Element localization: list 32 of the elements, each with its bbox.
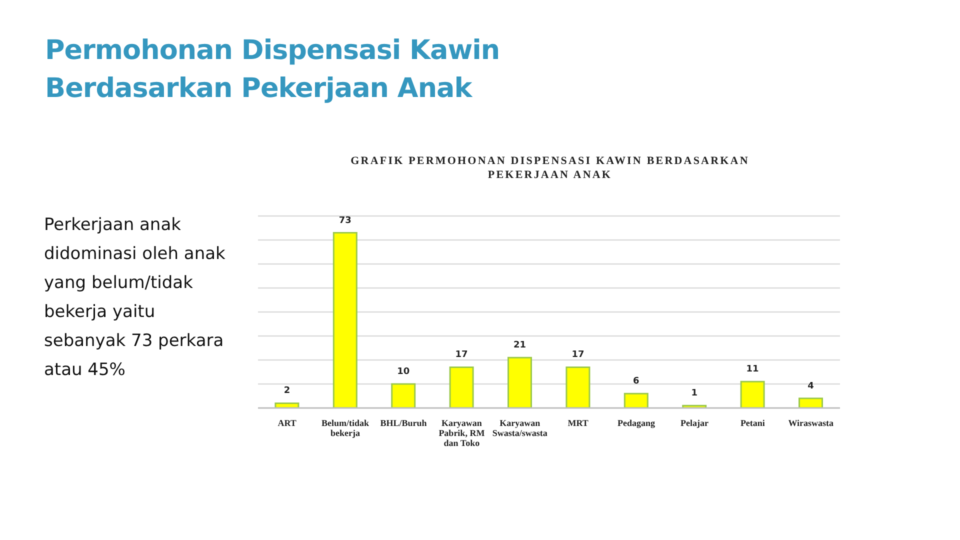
data-label: 21 [513,340,526,351]
data-label: 11 [746,364,759,375]
x-tick-label: Petani [740,418,766,428]
x-tick-label: Karyawan Pabrik, RM dan Toko [438,418,486,448]
bar [624,392,648,408]
data-label: 17 [572,350,584,360]
text: Perkerjaan anak didominasi oleh anak yang belum/tidak bekerja yaitu sebanyak 73 perkara atau 45% [44,214,226,382]
x-tick-label: Pelajar [680,418,708,428]
bar [332,232,358,408]
x-tick-label: ART [278,418,296,428]
data-label: 4 [808,381,814,392]
x-tick-label: Belum/tidak bekerja [322,418,370,438]
bar [391,383,416,408]
bar [740,380,765,408]
x-tick-label: MRT [568,418,588,428]
data-label: 17 [455,350,468,360]
x-tick-label: Karyawan Swasta/swasta [492,418,548,438]
bar [566,366,590,408]
x-tick-label: BHL/Buruh [380,418,427,428]
data-label: 6 [633,376,640,387]
data-label: 1 [691,388,698,399]
data-label: 2 [284,386,290,396]
bar [508,356,532,408]
bar [449,366,474,408]
data-label: 10 [397,367,410,377]
bar [798,398,824,408]
x-tick-label: Wiraswasta [788,418,834,428]
bar [274,402,300,408]
data-label: 73 [338,216,352,226]
x-tick-label: Pedagang [618,418,656,428]
chart-title: Permohonan Dispensasi Kawin Berdasarkan Pekerjaan Anak [45,34,501,106]
chart-subtitle: GRAFIK PERMOHONAN DISPENSASI KAWIN BERDASARKAN PEKERJAAN ANAK [350,154,750,182]
